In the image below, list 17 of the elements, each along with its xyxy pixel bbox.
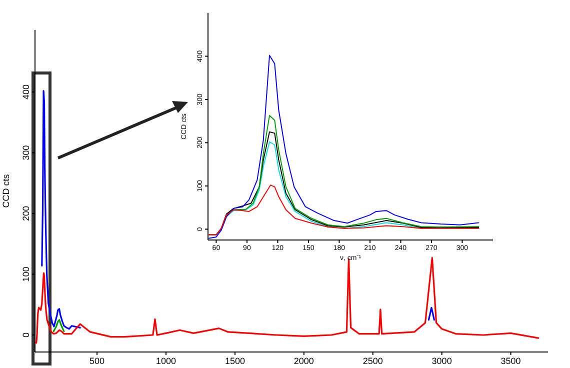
x-tick-label: 2500 <box>362 356 383 366</box>
line-series <box>52 319 65 332</box>
y-tick-label: 100 <box>21 266 31 282</box>
x-tick-label: 3500 <box>500 356 521 366</box>
y-tick-label: 300 <box>21 145 31 160</box>
x-tick-label: 3000 <box>432 356 452 366</box>
y-axis-title: CCD cts <box>1 174 11 208</box>
x-tick-label: 1500 <box>224 356 245 366</box>
y-tick-label: 400 <box>21 84 31 100</box>
x-tick-label: 2000 <box>294 356 314 366</box>
line-series <box>208 184 480 236</box>
line-series <box>35 257 540 344</box>
y-tick-label: 200 <box>21 206 31 221</box>
x-tick-label: 500 <box>90 356 105 366</box>
line-series <box>208 54 480 239</box>
x-tick-label: 1000 <box>156 356 176 366</box>
y-tick-label: 0 <box>21 332 31 338</box>
